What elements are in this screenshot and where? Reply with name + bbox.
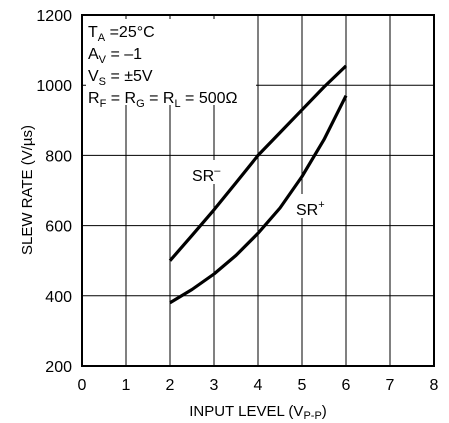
y-tick-label: 800 (45, 148, 72, 165)
sr-plus-label: SR+ (296, 199, 325, 219)
x-tick-label: 2 (166, 377, 175, 394)
x-tick-label: 4 (254, 377, 263, 394)
x-tick-labels: 0 1 2 3 4 5 6 7 8 (78, 377, 439, 394)
y-tick-label: 1000 (36, 78, 72, 95)
sr-minus-label: SR– (192, 165, 221, 185)
x-axis-title: INPUT LEVEL (VP-P) (189, 403, 327, 422)
y-axis-title: SLEW RATE (V/µs) (19, 125, 36, 255)
x-tick-label: 1 (122, 377, 131, 394)
y-tick-label: 1200 (36, 8, 72, 25)
x-tick-label: 8 (430, 377, 439, 394)
x-tick-label: 3 (210, 377, 219, 394)
y-tick-label: 200 (45, 359, 72, 376)
y-tick-labels: 200 400 600 800 1000 1200 (36, 8, 72, 376)
x-tick-label: 7 (386, 377, 395, 394)
condition-ta: TA =25°C (88, 24, 155, 44)
condition-vs: VS = ±5V (88, 68, 153, 88)
x-tick-label: 5 (298, 377, 307, 394)
sr-minus-label-bg (188, 160, 228, 184)
x-tick-label: 0 (78, 377, 87, 394)
y-tick-label: 600 (45, 219, 72, 236)
condition-resistors: RF = RG = RL = 500Ω (88, 90, 238, 110)
sr-plus-label-bg (292, 194, 332, 218)
grid-lines (82, 15, 434, 366)
sr-minus-curve (168, 64, 348, 262)
series-lines (168, 64, 348, 305)
y-tick-label: 400 (45, 289, 72, 306)
condition-av: AV = –1 (88, 46, 142, 66)
conditions-box (86, 19, 256, 105)
sr-plus-curve (169, 94, 348, 305)
x-tick-label: 6 (342, 377, 351, 394)
